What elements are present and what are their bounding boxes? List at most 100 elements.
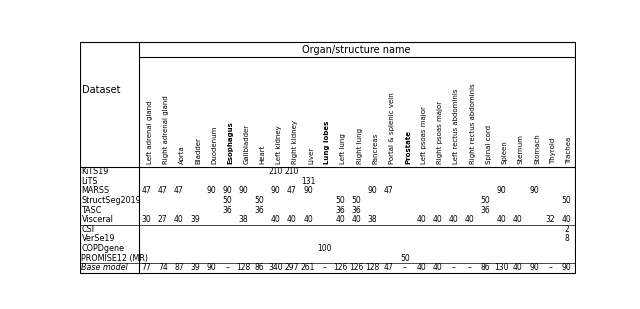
Text: Organ/structure name: Organ/structure name: [302, 44, 411, 55]
Text: COPDgene: COPDgene: [81, 244, 125, 253]
Text: 47: 47: [158, 186, 168, 195]
Text: 128: 128: [236, 263, 251, 272]
Text: 36: 36: [351, 205, 362, 214]
Text: 126: 126: [333, 263, 348, 272]
Text: 27: 27: [158, 215, 168, 224]
Text: LiTS: LiTS: [81, 177, 98, 186]
Text: –: –: [548, 263, 552, 272]
Text: KiTS19: KiTS19: [81, 167, 109, 176]
Text: 40: 40: [287, 215, 297, 224]
Text: 50: 50: [481, 196, 491, 205]
Text: 100: 100: [317, 244, 332, 253]
Text: Spleen: Spleen: [502, 140, 508, 164]
Text: 47: 47: [174, 186, 184, 195]
Text: Trachea: Trachea: [566, 137, 572, 164]
Text: Spinal cord: Spinal cord: [486, 125, 492, 164]
Text: 40: 40: [416, 215, 426, 224]
Text: 90: 90: [239, 186, 248, 195]
Text: Liver: Liver: [308, 147, 314, 164]
Text: 39: 39: [190, 263, 200, 272]
Text: 50: 50: [223, 196, 232, 205]
Text: 50: 50: [561, 196, 572, 205]
Text: 74: 74: [158, 263, 168, 272]
Text: 90: 90: [206, 186, 216, 195]
Text: 40: 40: [433, 215, 442, 224]
Text: 40: 40: [513, 263, 523, 272]
Text: 50: 50: [255, 196, 264, 205]
Text: StructSeg2019: StructSeg2019: [81, 196, 141, 205]
Text: –: –: [225, 263, 229, 272]
Text: 340: 340: [268, 263, 283, 272]
Text: 47: 47: [141, 186, 152, 195]
Text: 50: 50: [351, 196, 362, 205]
Text: 47: 47: [384, 263, 394, 272]
Text: 210: 210: [285, 167, 299, 176]
Text: 47: 47: [287, 186, 297, 195]
Text: Right rectus abdominis: Right rectus abdominis: [470, 83, 476, 164]
Text: 50: 50: [400, 254, 410, 263]
Text: 36: 36: [481, 205, 491, 214]
Text: –: –: [451, 263, 455, 272]
Text: MARSS: MARSS: [81, 186, 109, 195]
Text: 130: 130: [495, 263, 509, 272]
Text: 8: 8: [564, 235, 569, 243]
Text: 40: 40: [271, 215, 281, 224]
Text: TASC: TASC: [81, 205, 102, 214]
Text: 39: 39: [190, 215, 200, 224]
Text: 30: 30: [141, 215, 152, 224]
Text: CSI: CSI: [81, 225, 95, 234]
Text: 40: 40: [497, 215, 507, 224]
Text: 40: 40: [449, 215, 458, 224]
Text: Portal & splenic vein: Portal & splenic vein: [389, 92, 395, 164]
Text: 90: 90: [529, 263, 539, 272]
Text: 90: 90: [529, 186, 539, 195]
Text: Heart: Heart: [260, 145, 266, 164]
Text: 50: 50: [335, 196, 345, 205]
Text: 36: 36: [335, 205, 345, 214]
Text: 40: 40: [433, 263, 442, 272]
Text: Pancreas: Pancreas: [372, 133, 379, 164]
Text: Right kidney: Right kidney: [292, 120, 298, 164]
Text: 126: 126: [349, 263, 364, 272]
Text: 77: 77: [141, 263, 152, 272]
Text: Right adrenal gland: Right adrenal gland: [163, 95, 169, 164]
Text: 38: 38: [239, 215, 248, 224]
Text: 36: 36: [255, 205, 264, 214]
Text: 40: 40: [174, 215, 184, 224]
Text: Right lung: Right lung: [356, 128, 362, 164]
Text: Prostate: Prostate: [405, 130, 411, 164]
Text: 47: 47: [384, 186, 394, 195]
Text: 40: 40: [416, 263, 426, 272]
Text: Right psoas major: Right psoas major: [437, 101, 444, 164]
Text: 90: 90: [206, 263, 216, 272]
Text: 40: 40: [561, 215, 572, 224]
Text: 261: 261: [301, 263, 316, 272]
Text: VerSe19: VerSe19: [81, 235, 115, 243]
Text: 86: 86: [481, 263, 490, 272]
Text: 40: 40: [303, 215, 313, 224]
Text: 40: 40: [465, 215, 474, 224]
Text: 40: 40: [335, 215, 345, 224]
Text: –: –: [468, 263, 472, 272]
Text: Left kidney: Left kidney: [276, 125, 282, 164]
Text: 90: 90: [303, 186, 313, 195]
Text: 40: 40: [513, 215, 523, 224]
Text: Left lung: Left lung: [340, 133, 346, 164]
Text: –: –: [323, 263, 326, 272]
Text: Bladder: Bladder: [195, 137, 201, 164]
Text: 90: 90: [271, 186, 281, 195]
Text: 86: 86: [255, 263, 264, 272]
Text: Base model: Base model: [81, 263, 128, 272]
Text: 297: 297: [285, 263, 299, 272]
Text: Sternum: Sternum: [518, 134, 524, 164]
Text: 87: 87: [174, 263, 184, 272]
Text: 90: 90: [497, 186, 507, 195]
Text: Gallbladder: Gallbladder: [243, 124, 250, 164]
Text: Left psoas major: Left psoas major: [421, 106, 427, 164]
Text: Visceral: Visceral: [81, 215, 113, 224]
Text: 90: 90: [223, 186, 232, 195]
Text: Dataset: Dataset: [83, 85, 121, 95]
Text: Left rectus abdominis: Left rectus abdominis: [453, 88, 460, 164]
Text: Duodenum: Duodenum: [211, 125, 217, 164]
Text: 128: 128: [365, 263, 380, 272]
